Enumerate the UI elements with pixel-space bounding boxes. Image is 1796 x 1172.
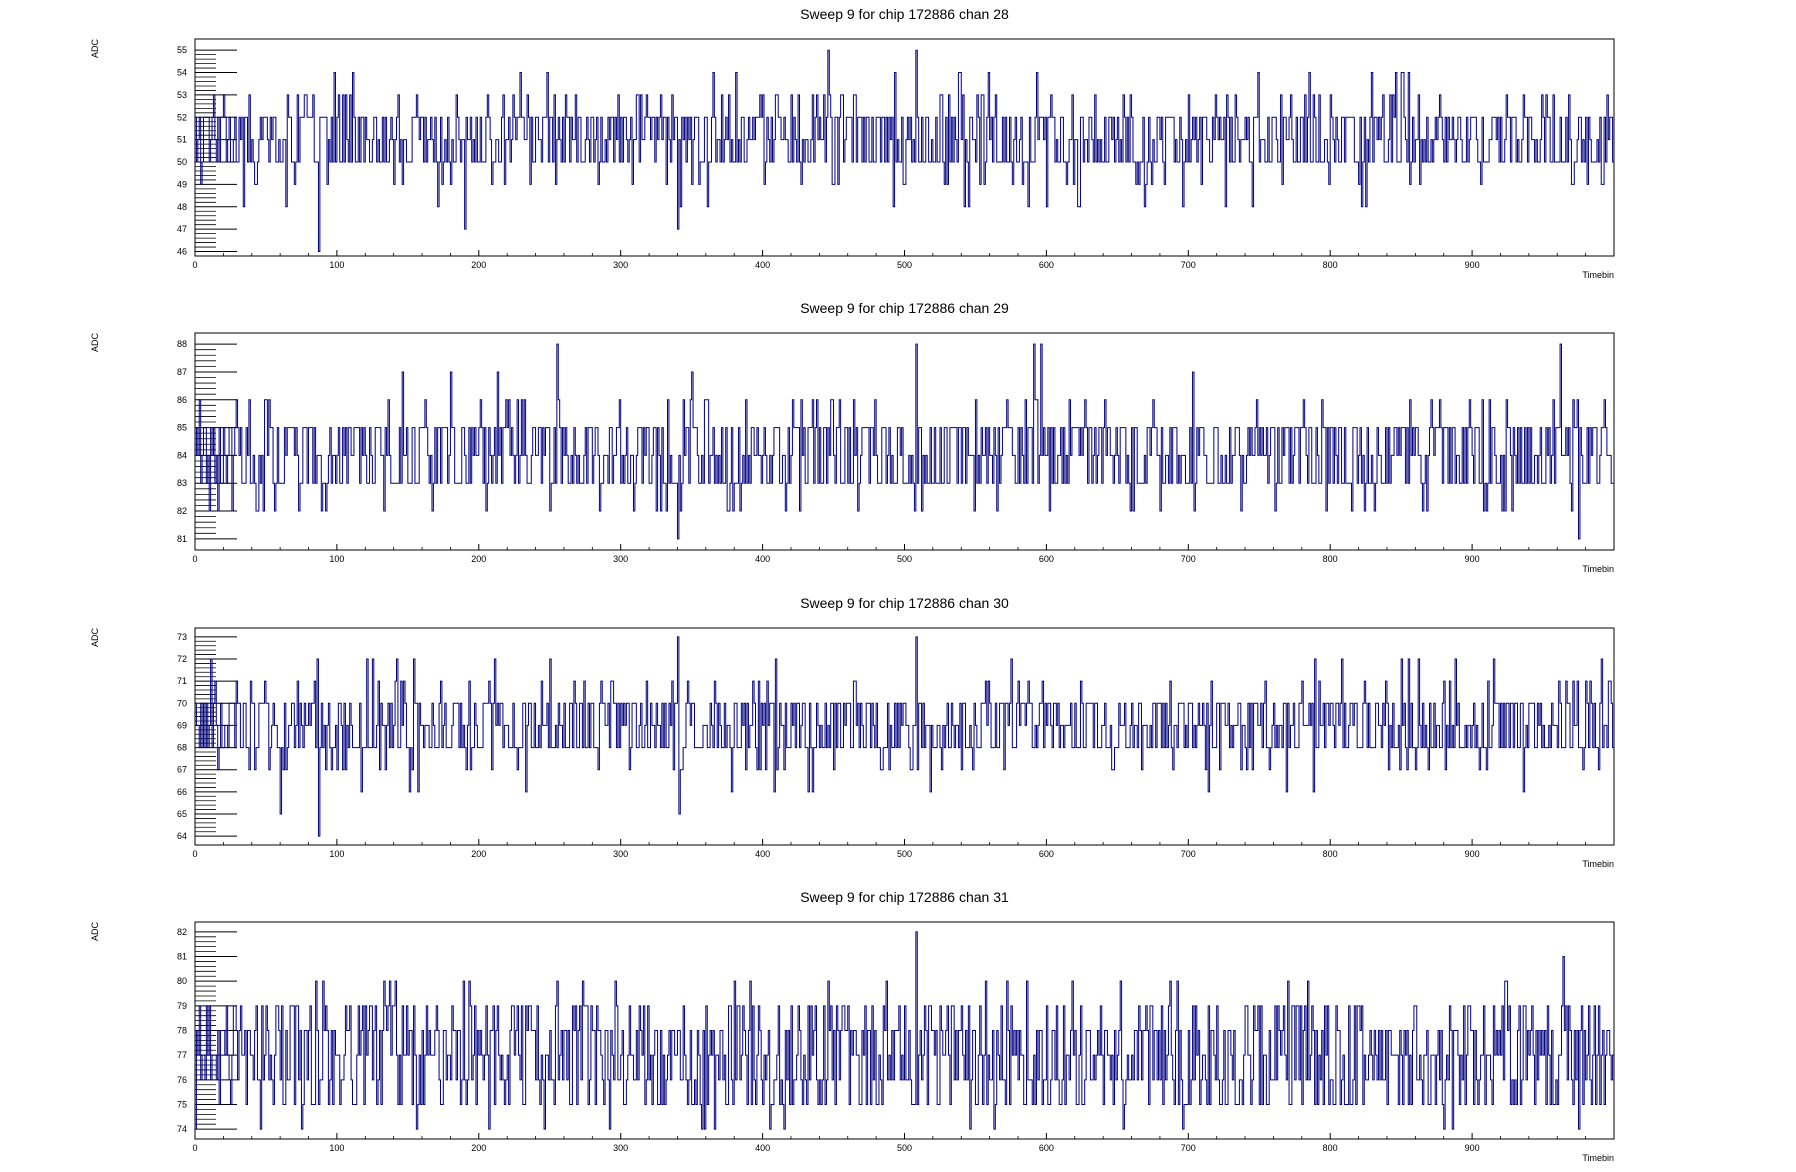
x-tick-label: 100	[329, 849, 344, 859]
x-axis-label: Timebin	[1582, 1153, 1614, 1163]
x-tick-label: 0	[192, 554, 197, 564]
y-tick-label: 88	[177, 339, 187, 349]
x-tick-label: 100	[329, 1143, 344, 1153]
x-axis-label: Timebin	[1582, 270, 1614, 280]
x-tick-label: 300	[613, 260, 628, 270]
y-tick-label: 64	[177, 831, 187, 841]
x-tick-label: 800	[1323, 1143, 1338, 1153]
x-tick-label: 900	[1465, 554, 1480, 564]
x-tick-label: 0	[192, 1143, 197, 1153]
x-tick-label: 400	[755, 849, 770, 859]
y-tick-label: 83	[177, 478, 187, 488]
y-tick-label: 82	[177, 927, 187, 937]
y-tick-label: 69	[177, 720, 187, 730]
x-tick-label: 300	[613, 554, 628, 564]
x-tick-label: 800	[1323, 554, 1338, 564]
y-tick-label: 71	[177, 676, 187, 686]
y-tick-label: 68	[177, 743, 187, 753]
chart-panel-1: Sweep 9 for chip 172886 chan 29 81 82 83 84 8…	[90, 300, 1615, 574]
x-tick-label: 700	[1181, 554, 1196, 564]
y-tick-label: 67	[177, 765, 187, 775]
x-tick-label: 400	[755, 260, 770, 270]
y-axis-label: ADC	[90, 39, 100, 59]
x-tick-label: 600	[1039, 260, 1054, 270]
x-tick-label: 0	[192, 849, 197, 859]
x-tick-label: 500	[897, 554, 912, 564]
y-tick-label: 82	[177, 506, 187, 516]
x-tick-label: 400	[755, 554, 770, 564]
y-tick-label: 77	[177, 1050, 187, 1060]
chart-title: Sweep 9 for chip 172886 chan 31	[800, 889, 1009, 905]
x-tick-label: 200	[471, 849, 486, 859]
y-tick-label: 54	[177, 68, 187, 78]
x-tick-label: 900	[1465, 260, 1480, 270]
y-tick-label: 53	[177, 90, 187, 100]
series-line	[195, 931, 1614, 1130]
x-tick-label: 800	[1323, 849, 1338, 859]
x-axis-label: Timebin	[1582, 859, 1614, 869]
series-line	[195, 343, 1614, 540]
y-axis-label: ADC	[90, 628, 100, 648]
x-tick-label: 700	[1181, 849, 1196, 859]
y-axis-label: ADC	[90, 333, 100, 353]
y-tick-label: 70	[177, 698, 187, 708]
y-tick-label: 72	[177, 654, 187, 664]
x-tick-label: 200	[471, 554, 486, 564]
y-tick-label: 46	[177, 247, 187, 257]
series-line	[195, 49, 1614, 253]
x-tick-label: 500	[897, 1143, 912, 1153]
x-tick-label: 600	[1039, 849, 1054, 859]
y-tick-label: 55	[177, 45, 187, 55]
series-line	[195, 636, 1614, 837]
chart-panel-2: Sweep 9 for chip 172886 chan 30 64 65 66 67 6…	[90, 595, 1615, 869]
y-tick-label: 87	[177, 367, 187, 377]
y-tick-label: 78	[177, 1026, 187, 1036]
chart-title: Sweep 9 for chip 172886 chan 29	[800, 300, 1009, 316]
y-axis-label: ADC	[90, 922, 100, 942]
y-tick-label: 81	[177, 952, 187, 962]
y-tick-label: 51	[177, 135, 187, 145]
y-tick-label: 47	[177, 224, 187, 234]
y-tick-label: 79	[177, 1001, 187, 1011]
y-tick-label: 50	[177, 157, 187, 167]
x-tick-label: 200	[471, 260, 486, 270]
x-tick-label: 500	[897, 260, 912, 270]
x-tick-label: 500	[897, 849, 912, 859]
y-tick-label: 76	[177, 1075, 187, 1085]
y-tick-label: 65	[177, 809, 187, 819]
x-tick-label: 300	[613, 1143, 628, 1153]
y-tick-label: 84	[177, 450, 187, 460]
chart-panel-0: Sweep 9 for chip 172886 chan 28 46 47 48 49 5…	[90, 6, 1615, 280]
y-tick-label: 74	[177, 1124, 187, 1134]
x-tick-label: 0	[192, 260, 197, 270]
y-tick-label: 52	[177, 112, 187, 122]
x-tick-label: 100	[329, 260, 344, 270]
y-tick-label: 48	[177, 202, 187, 212]
x-tick-label: 800	[1323, 260, 1338, 270]
x-tick-label: 900	[1465, 1143, 1480, 1153]
chart-title: Sweep 9 for chip 172886 chan 30	[800, 595, 1009, 611]
y-tick-label: 85	[177, 423, 187, 433]
x-tick-label: 200	[471, 1143, 486, 1153]
chart-title: Sweep 9 for chip 172886 chan 28	[800, 6, 1009, 22]
x-tick-label: 300	[613, 849, 628, 859]
x-tick-label: 600	[1039, 554, 1054, 564]
y-tick-label: 86	[177, 395, 187, 405]
y-tick-label: 49	[177, 179, 187, 189]
y-tick-label: 75	[177, 1099, 187, 1109]
x-tick-label: 100	[329, 554, 344, 564]
x-tick-label: 400	[755, 1143, 770, 1153]
y-tick-label: 80	[177, 976, 187, 986]
y-tick-label: 81	[177, 534, 187, 544]
chart-panel-3: Sweep 9 for chip 172886 chan 31 74 75 76 77 7…	[90, 889, 1615, 1163]
x-tick-label: 600	[1039, 1143, 1054, 1153]
y-tick-label: 73	[177, 632, 187, 642]
x-tick-label: 700	[1181, 1143, 1196, 1153]
x-tick-label: 900	[1465, 849, 1480, 859]
y-tick-label: 66	[177, 787, 187, 797]
x-axis-label: Timebin	[1582, 564, 1614, 574]
x-tick-label: 700	[1181, 260, 1196, 270]
